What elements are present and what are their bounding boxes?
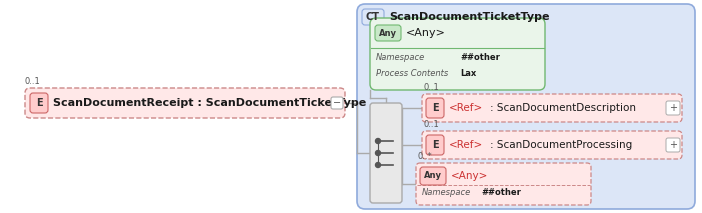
Text: 0..*: 0..* (418, 152, 432, 161)
Text: Any: Any (379, 29, 397, 37)
FancyBboxPatch shape (362, 9, 384, 25)
Text: ##other: ##other (460, 53, 500, 62)
Text: CT: CT (366, 12, 380, 22)
FancyBboxPatch shape (25, 88, 345, 118)
Circle shape (376, 138, 380, 144)
FancyBboxPatch shape (422, 94, 682, 122)
Text: <Any>: <Any> (451, 171, 489, 181)
FancyBboxPatch shape (375, 25, 401, 41)
FancyBboxPatch shape (370, 18, 545, 90)
FancyBboxPatch shape (370, 103, 402, 203)
FancyBboxPatch shape (331, 97, 343, 109)
Text: Lax: Lax (460, 69, 476, 79)
Circle shape (376, 151, 380, 155)
Text: : ScanDocumentDescription: : ScanDocumentDescription (490, 103, 636, 113)
Text: Namespace: Namespace (422, 188, 471, 197)
FancyBboxPatch shape (357, 4, 695, 209)
Text: <Any>: <Any> (406, 28, 446, 38)
FancyBboxPatch shape (422, 131, 682, 159)
Text: <Ref>: <Ref> (449, 103, 483, 113)
Text: E: E (432, 140, 438, 150)
Text: Process Contents: Process Contents (376, 69, 449, 79)
Text: 0..1: 0..1 (424, 83, 439, 92)
FancyBboxPatch shape (416, 163, 591, 205)
Text: E: E (36, 98, 42, 108)
Text: ##other: ##other (481, 188, 521, 197)
Text: Namespace: Namespace (376, 53, 425, 62)
Text: 0..1: 0..1 (25, 77, 41, 86)
Circle shape (376, 163, 380, 167)
Text: −: − (333, 98, 341, 108)
FancyBboxPatch shape (30, 93, 48, 113)
Text: : ScanDocumentProcessing: : ScanDocumentProcessing (490, 140, 633, 150)
Text: +: + (669, 140, 677, 150)
Text: <Ref>: <Ref> (449, 140, 483, 150)
Text: ScanDocumentTicketType: ScanDocumentTicketType (389, 12, 550, 22)
Text: E: E (432, 103, 438, 113)
Text: +: + (669, 103, 677, 113)
FancyBboxPatch shape (426, 98, 444, 118)
Text: ScanDocumentReceipt : ScanDocumentTicketType: ScanDocumentReceipt : ScanDocumentTicket… (53, 98, 366, 108)
FancyBboxPatch shape (666, 138, 680, 152)
Text: Any: Any (424, 171, 442, 180)
FancyBboxPatch shape (666, 101, 680, 115)
FancyBboxPatch shape (426, 135, 444, 155)
FancyBboxPatch shape (420, 167, 446, 185)
Text: 0..1: 0..1 (424, 120, 439, 129)
